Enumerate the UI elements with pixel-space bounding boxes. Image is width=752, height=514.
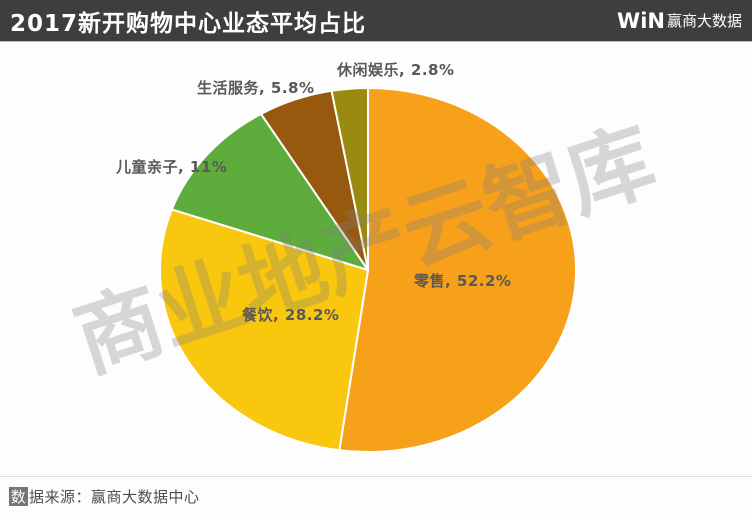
page-title: 2017新开购物中心业态平均占比 — [10, 10, 367, 37]
pie-label-retail: 零售, 52.2% — [414, 272, 512, 290]
header-bar: 2017新开购物中心业态平均占比 WiN 赢商大数据 — [0, 0, 752, 41]
brand-logo: WiN 赢商大数据 — [617, 0, 742, 41]
win-logo-icon: WiN — [617, 8, 665, 33]
pie-slice-儿童亲子 — [170, 112, 369, 271]
footer-divider — [0, 476, 752, 477]
pie-label-life-service: 生活服务, 5.8% — [197, 79, 315, 97]
pie-label-food: 餐饮, 28.2% — [242, 306, 340, 324]
data-source-note: 数 据来源：赢商大数据中心 — [9, 485, 200, 507]
data-source-text: 据来源：赢商大数据中心 — [29, 487, 200, 506]
pie-label-entertainment: 休闲娱乐, 2.8% — [337, 61, 455, 79]
pie-slice-餐饮 — [159, 208, 369, 452]
brand-logo-text: 赢商大数据 — [666, 12, 742, 30]
pie-label-children: 儿童亲子, 11% — [116, 158, 228, 176]
pie-slice-休闲娱乐 — [330, 87, 369, 271]
data-source-first-char: 数 — [9, 486, 28, 506]
pie-slice-零售 — [338, 87, 578, 453]
